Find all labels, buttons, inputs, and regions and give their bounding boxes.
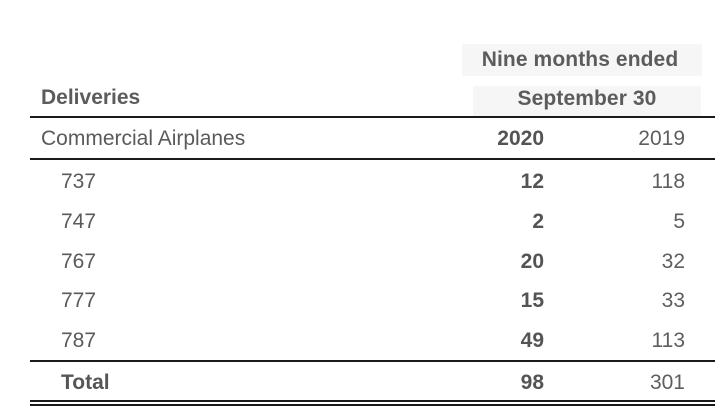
model-label: 767	[61, 250, 97, 273]
value-2019: 118	[651, 170, 685, 193]
model-label: 787	[61, 329, 97, 352]
value-2020: 20	[520, 250, 544, 273]
model-label: 777	[61, 289, 97, 312]
segment-label: Commercial Airplanes	[41, 127, 246, 150]
model-label: 737	[61, 170, 97, 193]
period-header-line1: Nine months ended	[481, 48, 679, 71]
double-rule-top	[30, 400, 715, 402]
value-2019: 33	[661, 289, 685, 312]
table-row: 777 15 33	[0, 286, 715, 316]
total-2020: 98	[520, 371, 544, 394]
column-header-2019: 2019	[638, 127, 685, 150]
period-header-background	[462, 44, 702, 76]
table-row: 737 12 118	[0, 167, 715, 197]
double-rule-bottom	[30, 404, 715, 406]
value-2020: 15	[520, 289, 544, 312]
period-header-line2: September 30	[473, 86, 701, 116]
value-2019: 5	[673, 210, 685, 233]
subheader-rule	[30, 158, 715, 160]
table-row: 767 20 32	[0, 247, 715, 277]
value-2020: 49	[520, 329, 544, 352]
total-row: Total 98 301	[0, 368, 715, 398]
value-2019: 113	[651, 329, 685, 352]
total-label: Total	[61, 371, 110, 394]
value-2020: 12	[520, 170, 544, 193]
column-header-2020: 2020	[497, 127, 544, 150]
value-2020: 2	[532, 210, 544, 233]
section-title: Deliveries	[41, 86, 141, 109]
table-row: 787 49 113	[0, 326, 715, 356]
header-rule	[30, 116, 715, 118]
value-2019: 32	[661, 250, 685, 273]
model-label: 747	[61, 210, 97, 233]
total-rule	[30, 360, 715, 362]
total-2019: 301	[649, 371, 685, 394]
table-row: 747 2 5	[0, 207, 715, 237]
column-header-row: Commercial Airplanes 2020 2019	[0, 124, 715, 154]
